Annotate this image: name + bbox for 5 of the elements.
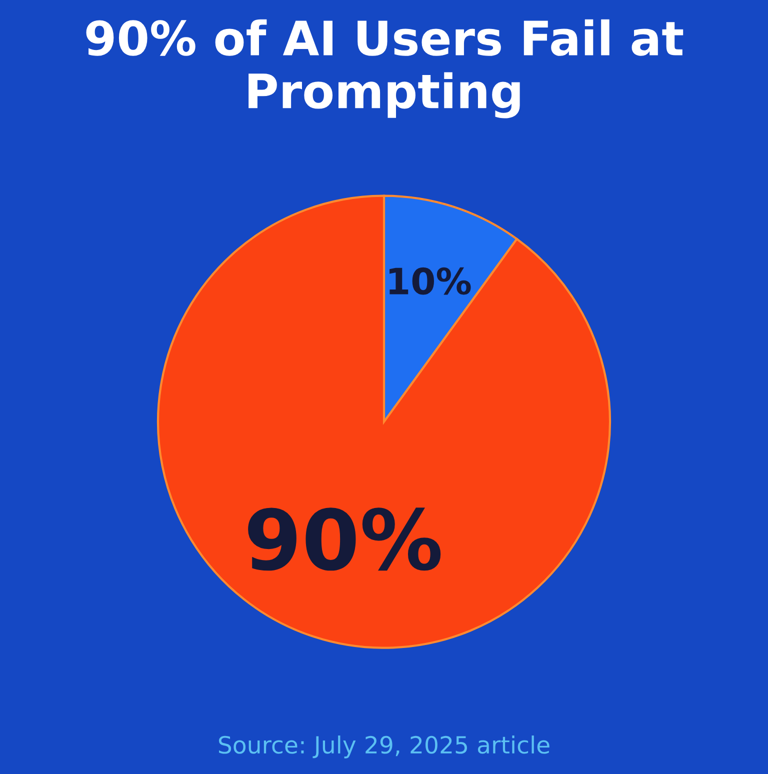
data-label: 90% <box>248 508 441 571</box>
pie-slice <box>156 194 612 649</box>
source-note: Source: July 29, 2025 article <box>218 735 550 758</box>
chart-title: 90% of AI Users Fail at Prompting <box>86 19 684 118</box>
data-label: 10% <box>390 267 471 295</box>
